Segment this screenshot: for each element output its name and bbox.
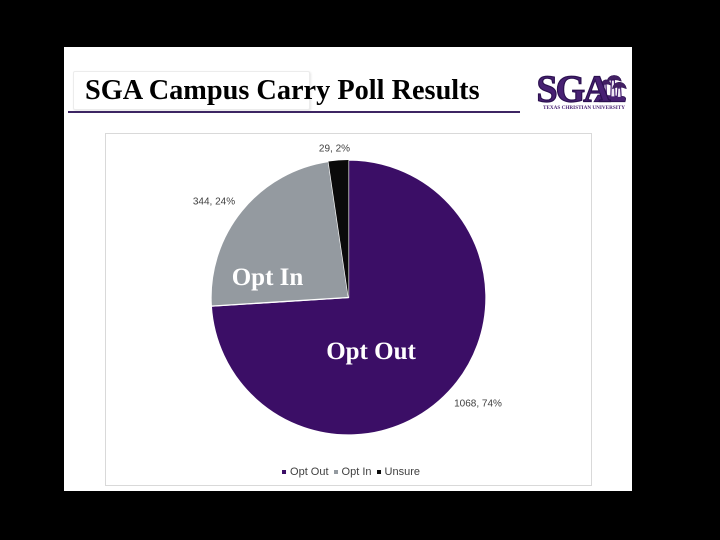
- svg-text:SGA: SGA: [537, 69, 612, 111]
- svg-text:TEXAS CHRISTIAN UNIVERSITY: TEXAS CHRISTIAN UNIVERSITY: [543, 105, 625, 111]
